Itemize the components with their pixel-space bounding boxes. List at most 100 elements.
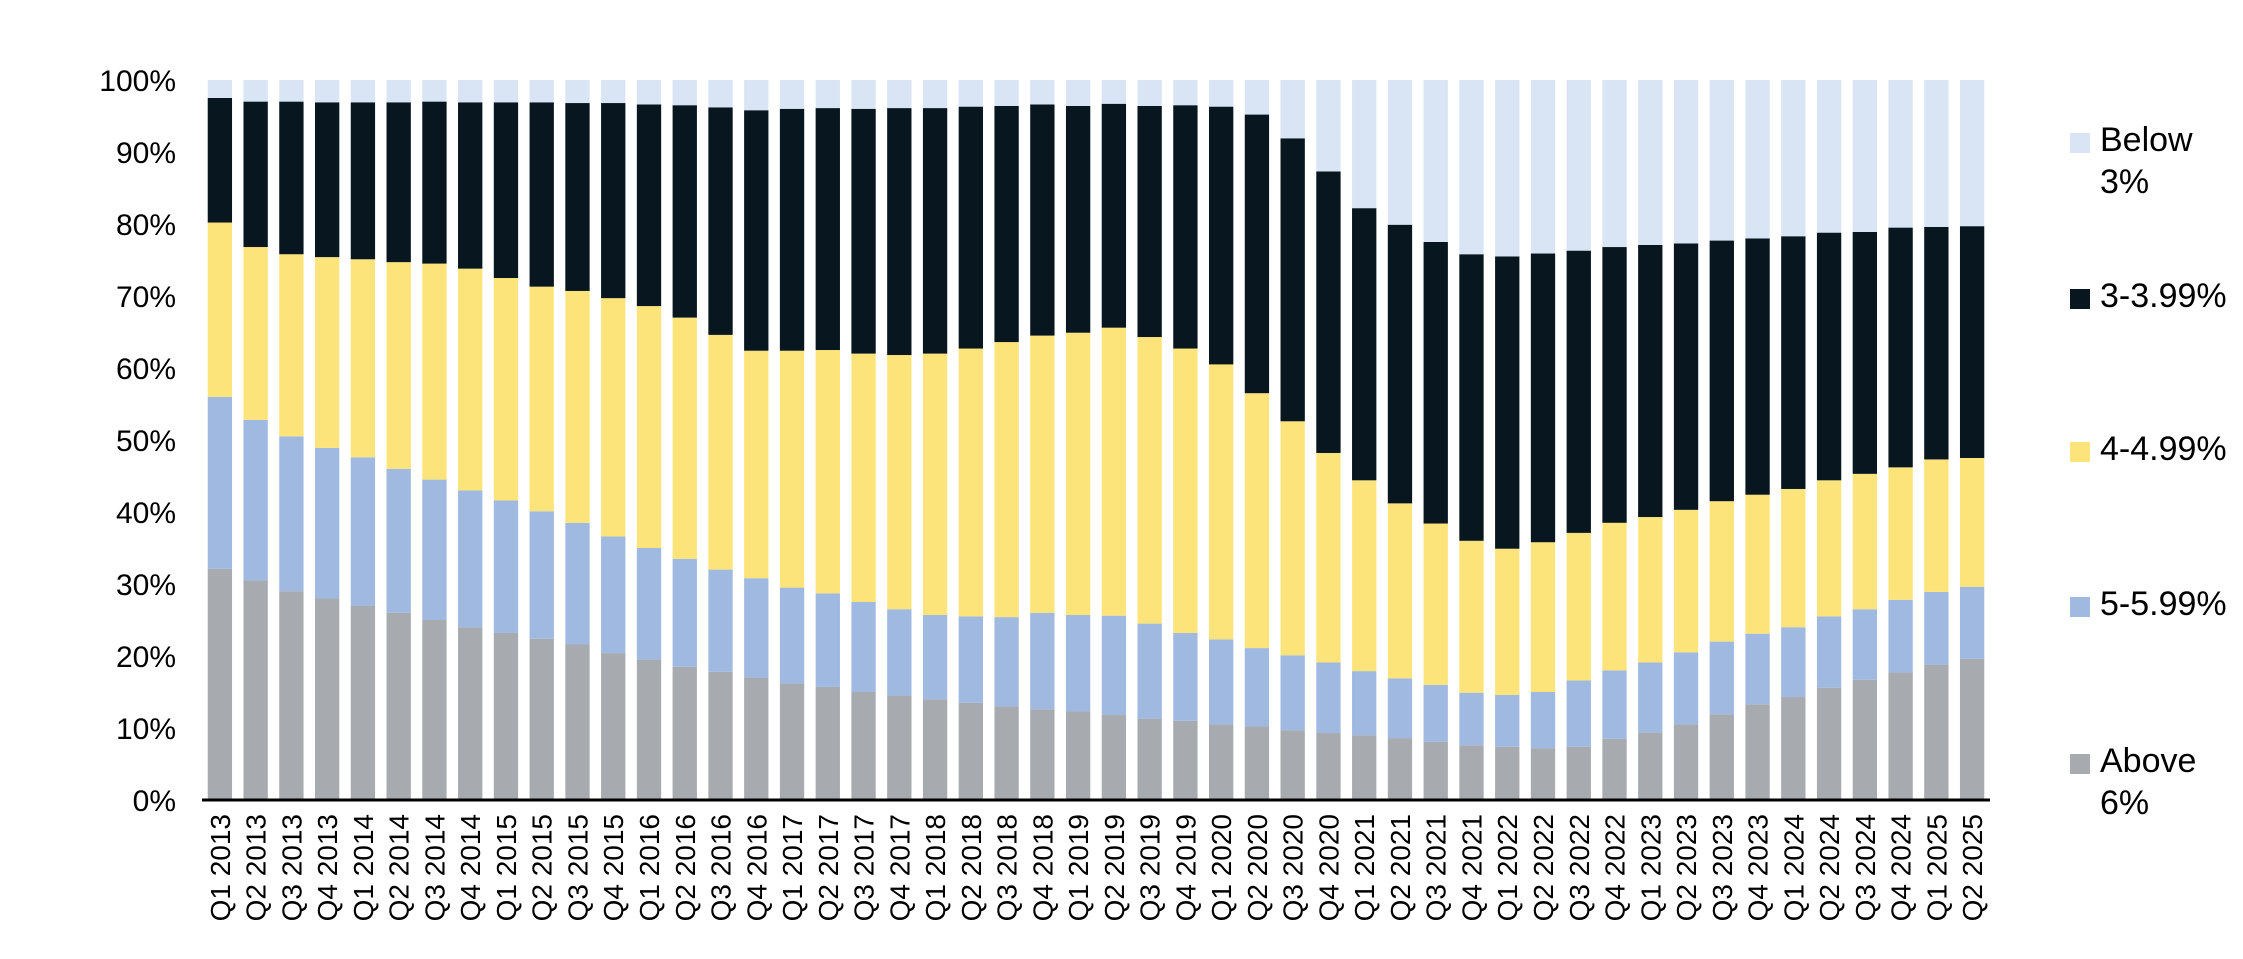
x-tick-label: Q1 2021 — [1349, 814, 1380, 921]
bar-segment — [1209, 80, 1234, 107]
bar-segment — [1888, 672, 1913, 800]
x-tick-label: Q3 2022 — [1564, 814, 1595, 921]
bar-segment — [315, 598, 340, 800]
bar-segment — [1209, 106, 1234, 365]
bar-segment — [1888, 80, 1913, 228]
y-tick-label: 0% — [133, 785, 176, 818]
bar-segment — [851, 108, 876, 354]
x-tick-label: Q2 2013 — [241, 814, 272, 921]
bar-segment — [279, 80, 304, 102]
bar-segment — [958, 616, 983, 703]
bar-segment — [1602, 247, 1627, 523]
bar-segment — [1459, 745, 1484, 800]
bar-segment — [1638, 732, 1663, 800]
bar-segment — [243, 80, 268, 102]
bar-segment — [1566, 746, 1591, 800]
x-tick-label: Q3 2014 — [419, 814, 450, 921]
bar-segment — [1638, 80, 1663, 245]
x-tick-label: Q2 2014 — [384, 814, 415, 921]
bar-segment — [350, 80, 376, 103]
bar-segment — [493, 102, 519, 278]
bar-segment — [994, 342, 1019, 618]
bar-segment — [744, 110, 769, 351]
bar-segment — [1316, 733, 1341, 800]
bar-segment — [1352, 735, 1377, 800]
bar-segment — [1673, 243, 1699, 510]
x-axis-ticks: Q1 2013 Q2 2013 Q3 2013 Q4 2013 Q1 2014 Q2 20… — [205, 814, 1988, 921]
bar-segment — [207, 396, 233, 569]
legend-swatch-below-3 — [2070, 133, 2090, 153]
bar-segment — [1352, 80, 1377, 209]
bar-segment — [1280, 730, 1305, 800]
x-tick-label: Q3 2015 — [562, 814, 593, 921]
bar-segment — [744, 578, 769, 678]
x-tick-label: Q1 2020 — [1206, 814, 1237, 921]
x-tick-label: Q4 2014 — [455, 814, 486, 921]
x-tick-label: Q4 2018 — [1027, 814, 1058, 921]
bar-segment — [851, 80, 876, 109]
legend-swatch-4-499 — [2070, 442, 2090, 462]
bar-segment — [1673, 652, 1699, 725]
bar-segment — [1852, 80, 1877, 232]
bar-segment — [1638, 662, 1663, 733]
x-tick-label: Q4 2023 — [1743, 814, 1774, 921]
y-tick-label: 40% — [116, 497, 176, 530]
bar-segment — [1816, 687, 1842, 800]
bars — [207, 80, 1985, 800]
bar-segment — [815, 593, 840, 687]
bar-segment — [922, 614, 948, 700]
bar-segment — [1745, 238, 1770, 495]
bar-segment — [565, 103, 590, 291]
x-tick-label: Q1 2025 — [1921, 814, 1952, 921]
bar-segment — [386, 612, 411, 800]
bar-segment — [458, 490, 483, 628]
legend-swatch-5-599 — [2070, 597, 2090, 617]
x-tick-label: Q4 2021 — [1456, 814, 1487, 921]
legend-item-above-6: Above 6% — [2070, 740, 2240, 824]
bar-segment — [1423, 741, 1448, 800]
x-tick-label: Q1 2015 — [491, 814, 522, 921]
bar-segment — [422, 101, 447, 264]
bar-segment — [779, 587, 805, 684]
bar-segment — [887, 609, 912, 696]
bar-segment — [708, 671, 733, 800]
bar-segment — [315, 80, 340, 103]
bar-segment — [1602, 738, 1627, 800]
bar-segment — [1566, 532, 1591, 681]
bar-segment — [1673, 80, 1699, 244]
bar-segment — [1959, 226, 1985, 458]
bar-segment — [350, 259, 376, 458]
bar-segment — [1316, 452, 1341, 663]
bar-segment — [1244, 114, 1270, 394]
legend-item-3-399: 3-3.99% — [2070, 275, 2240, 317]
bar-segment — [994, 105, 1019, 343]
bar-segment — [565, 80, 590, 104]
bar-segment — [1924, 80, 1949, 227]
x-tick-label: Q1 2023 — [1635, 814, 1666, 921]
bar-segment — [1244, 80, 1270, 115]
bar-segment — [458, 627, 483, 800]
bar-segment — [279, 254, 304, 437]
bar-segment — [851, 692, 876, 800]
bar-segment — [1959, 458, 1985, 587]
bar-segment — [887, 80, 912, 109]
bar-segment — [1065, 105, 1091, 333]
bar-segment — [636, 548, 662, 660]
bar-segment — [386, 468, 411, 613]
bar-segment — [1816, 232, 1842, 481]
bar-segment — [1173, 105, 1198, 349]
bar-segment — [1852, 473, 1877, 610]
x-tick-label: Q2 2022 — [1528, 814, 1559, 921]
bar-segment — [493, 80, 519, 103]
bar-segment — [243, 101, 268, 248]
x-tick-label: Q3 2013 — [276, 814, 307, 921]
bar-segment — [1352, 480, 1377, 672]
bar-segment — [1781, 236, 1806, 489]
x-tick-label: Q3 2020 — [1278, 814, 1309, 921]
y-tick-label: 10% — [116, 713, 176, 746]
bar-segment — [1959, 80, 1985, 227]
x-tick-label: Q1 2013 — [205, 814, 236, 921]
bar-segment — [636, 306, 662, 548]
bar-segment — [958, 702, 983, 800]
